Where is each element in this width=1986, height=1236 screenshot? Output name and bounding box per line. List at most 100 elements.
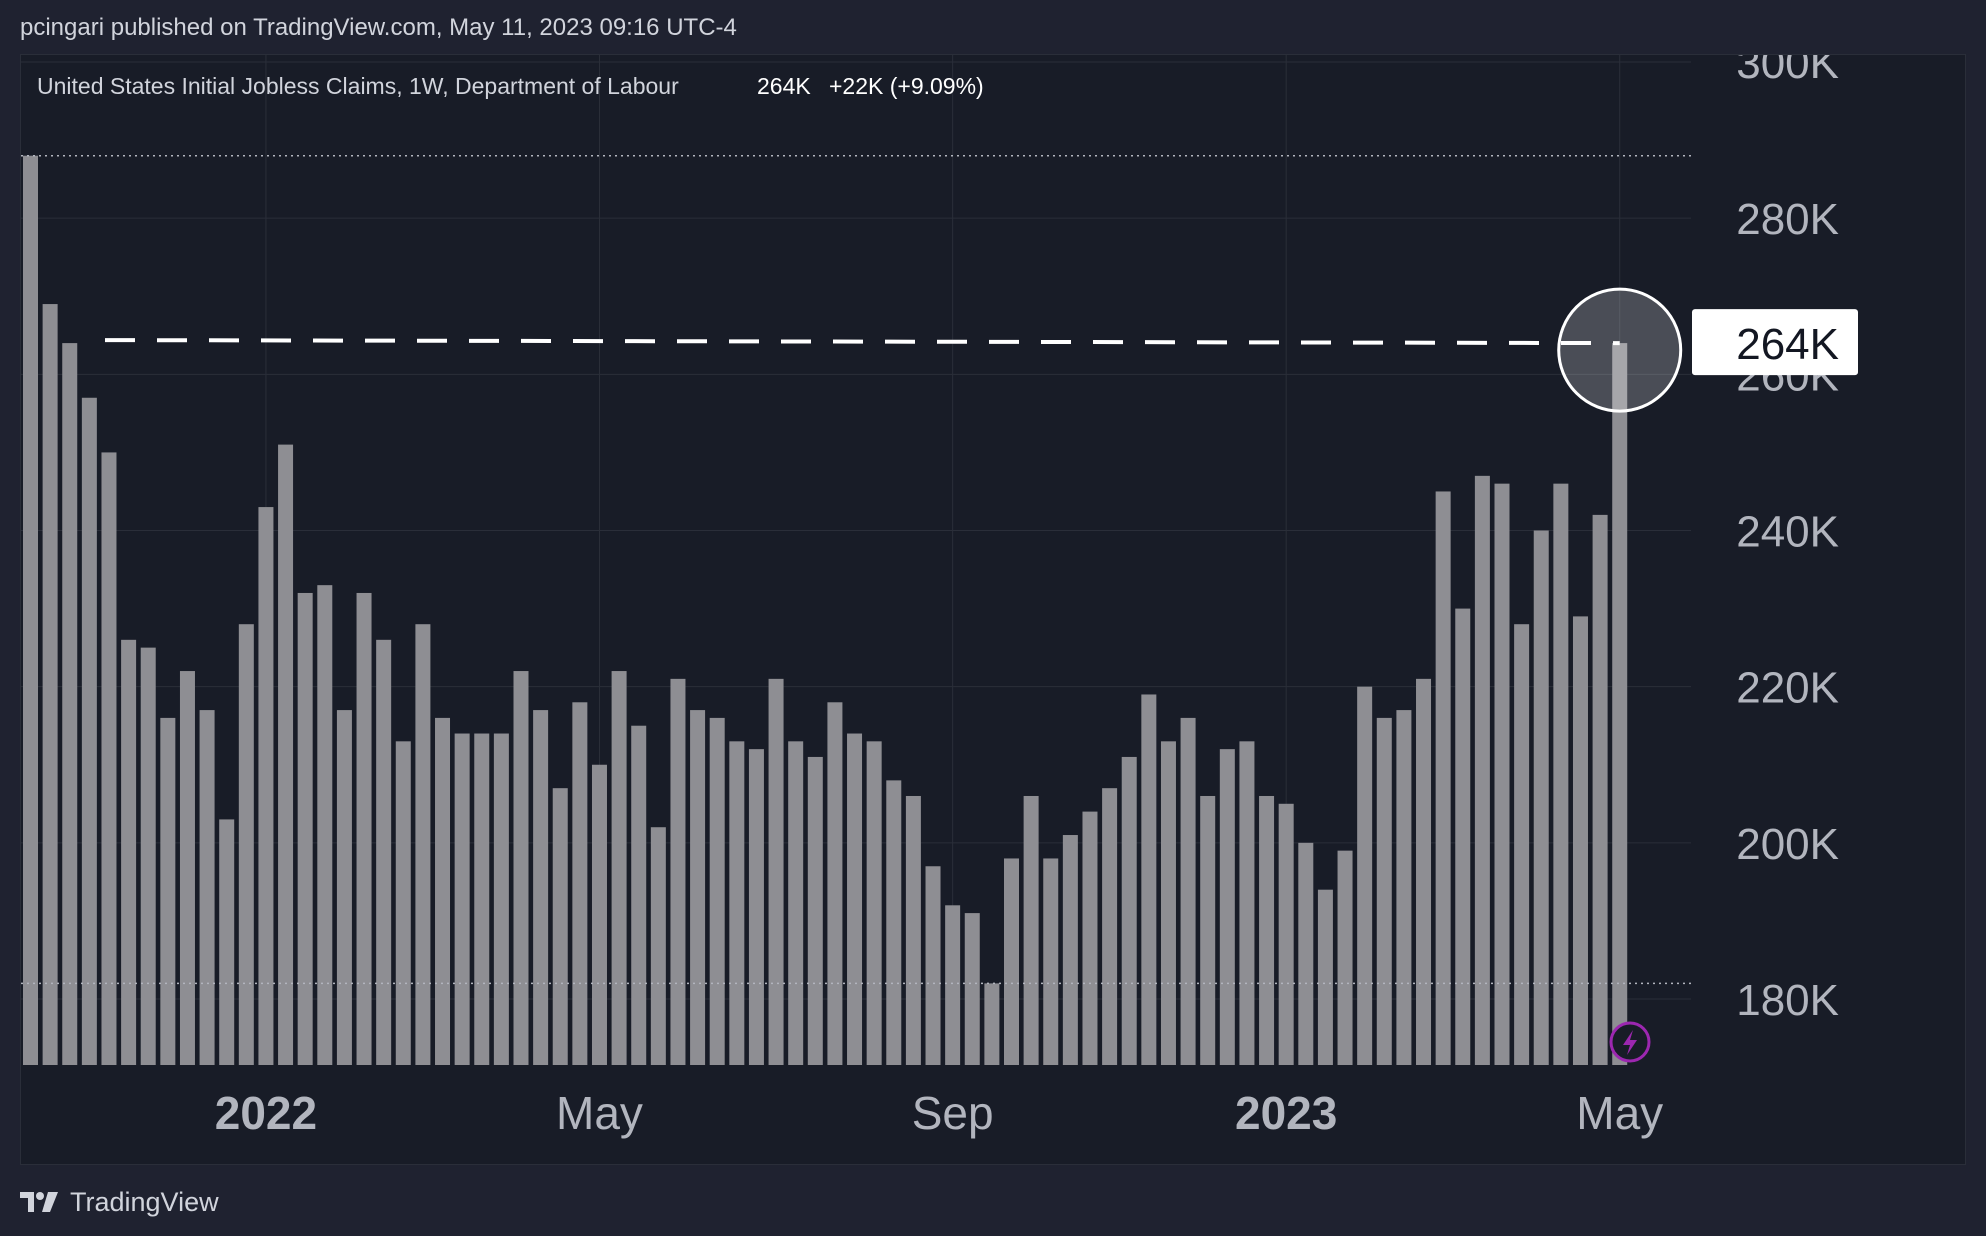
bar [474,733,490,1065]
bar [1259,795,1275,1065]
x-axis: 2022 May Sep 2023 May [215,1087,1663,1139]
bar [1396,710,1412,1065]
bar [1023,795,1039,1065]
bar [1435,491,1451,1065]
bar [1102,788,1118,1065]
y-tick-label: 220K [1736,664,1839,713]
bar [356,592,372,1065]
bar [1278,803,1294,1065]
bar [847,733,863,1065]
bar [1514,624,1530,1065]
bar [395,741,411,1065]
bar [1298,842,1314,1065]
bar [1180,717,1196,1065]
bar [454,733,470,1065]
bar [1494,483,1510,1065]
bar [23,155,38,1065]
bar [1317,889,1333,1065]
bar [1474,475,1490,1065]
last-value-dashed-line [104,338,1620,346]
bar [376,639,392,1065]
bar [1376,717,1392,1065]
bar [572,702,588,1065]
x-tick-label: May [1576,1087,1663,1139]
x-tick-label: Sep [912,1087,994,1139]
publish-info: pcingari published on TradingView.com, M… [20,14,737,41]
last-value-line [104,338,1620,346]
bar [533,710,549,1065]
bar [62,343,78,1066]
bar [81,397,97,1066]
bar [1612,343,1628,1066]
bar [1592,514,1608,1065]
bar [591,764,607,1065]
y-tick-label: 180K [1736,976,1839,1025]
bar [631,725,647,1065]
bar [513,671,529,1065]
highlight-circle [1557,287,1683,413]
bar [278,444,294,1065]
chart-frame[interactable]: 300K 280K 260K 240K 220K 200K 180K 2022 May Sep 2… [20,54,1966,1165]
bar [729,741,745,1065]
legend: United States Initial Jobless Claims, 1W… [37,73,984,99]
bar [1141,694,1157,1065]
bar [788,741,804,1065]
legend-change: +22K (+9.09%) [829,73,984,99]
bar [1553,483,1569,1065]
y-tick-label: 240K [1736,508,1839,557]
bar [121,639,137,1065]
bar [258,507,274,1065]
bar [140,647,156,1065]
bar [1239,741,1255,1065]
bar [1219,749,1235,1065]
bar [42,304,58,1065]
bar [317,585,333,1065]
last-price-label: 264K [1736,320,1839,369]
y-tick-label: 280K [1736,195,1839,244]
min-max-lines [21,154,1691,985]
bar [219,819,235,1065]
footer-brand: TradingView [70,1186,219,1217]
lightning-icon[interactable] [1609,1021,1651,1063]
bar [1455,608,1471,1065]
bar [1160,741,1176,1065]
x-tick-label: 2023 [1235,1087,1337,1139]
bar [1533,530,1549,1065]
bar [101,452,117,1066]
bar [984,983,1000,1065]
bar [1200,795,1216,1065]
bar [748,749,764,1065]
bar [1337,850,1353,1065]
bar [435,717,451,1065]
bar [925,866,941,1065]
bar [807,756,823,1065]
y-tick-label: 300K [1736,55,1839,88]
x-tick-label: 2022 [215,1087,317,1139]
bar [199,710,215,1065]
bar [238,624,254,1065]
bar [709,717,725,1065]
bar [1004,858,1019,1065]
bar [160,717,176,1065]
bar [336,710,352,1065]
x-tick-label: May [556,1087,643,1139]
tradingview-logo-icon [20,1192,58,1212]
bar [1121,756,1137,1065]
bar [179,671,195,1065]
bar [1082,811,1098,1065]
bar [827,702,843,1065]
bar [1357,686,1373,1065]
bar [670,678,686,1065]
bar [886,780,902,1065]
bar [1062,835,1078,1065]
last-price-label-bg [1692,309,1858,376]
footer-logo[interactable]: TradingView [20,1186,219,1218]
bar [297,592,313,1065]
bar [866,741,882,1065]
last-value-marker[interactable]: 264K [1557,287,1858,413]
y-tick-label: 200K [1736,820,1839,869]
bar [611,671,627,1065]
